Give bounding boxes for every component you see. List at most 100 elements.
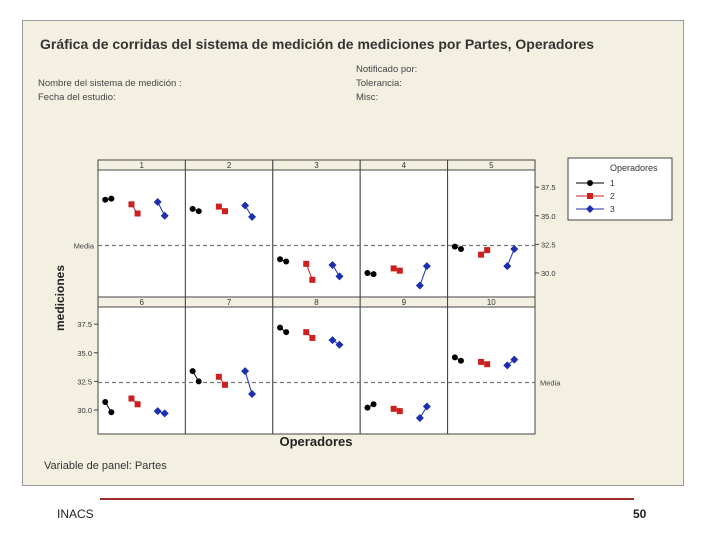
data-point	[390, 265, 397, 272]
data-point	[303, 260, 310, 267]
mean-label: Media	[540, 379, 561, 388]
y-tick-label: 35.0	[541, 212, 556, 221]
data-point	[586, 205, 594, 213]
data-point	[335, 272, 344, 281]
panel-plot-area	[359, 306, 449, 435]
data-point	[283, 329, 290, 336]
data-point	[328, 260, 337, 269]
data-point	[108, 195, 115, 202]
series-line	[506, 248, 515, 267]
data-point	[457, 245, 464, 252]
y-tick-label: 37.5	[541, 183, 556, 192]
data-point	[241, 367, 250, 376]
data-point	[195, 378, 202, 385]
data-point	[484, 247, 491, 254]
panel-label: 9	[402, 298, 407, 307]
data-point	[215, 373, 222, 380]
data-point	[128, 201, 135, 208]
y-tick-label: 35.0	[77, 349, 92, 358]
data-point	[160, 211, 169, 220]
data-point	[370, 271, 377, 278]
data-point	[128, 395, 135, 402]
panel-plot-area	[447, 306, 536, 435]
legend-title: Operadores	[610, 163, 658, 173]
legend-entry: 2	[610, 191, 615, 201]
study-date-label: Fecha del estudio:	[38, 92, 116, 103]
y-tick-label: 30.0	[541, 269, 556, 278]
panel-plot-area	[272, 306, 361, 435]
legend-box	[567, 157, 673, 221]
panel-plot-area	[97, 169, 186, 298]
data-point	[134, 401, 141, 408]
data-point	[510, 244, 519, 253]
data-point	[478, 358, 485, 365]
data-point	[328, 336, 337, 345]
data-point	[215, 203, 222, 210]
measurement-system-name-label: Nombre del sistema de medición :	[38, 78, 182, 89]
page-number: 50	[633, 507, 647, 521]
tolerance-label: Tolerancia:	[356, 78, 402, 89]
data-point	[189, 205, 196, 212]
data-point	[153, 407, 162, 416]
data-point	[195, 208, 202, 215]
data-point	[277, 256, 284, 263]
y-tick-label: 37.5	[77, 320, 92, 329]
panel-label: 1	[139, 161, 144, 170]
reported-by-label: Notificado por:	[356, 64, 418, 75]
data-point	[335, 340, 344, 349]
data-point	[364, 269, 371, 276]
panel-plot-area	[359, 169, 449, 298]
panel-label: 10	[487, 298, 496, 307]
data-point	[503, 361, 512, 370]
misc-label: Misc:	[356, 92, 379, 103]
data-point	[108, 409, 115, 416]
panel-plot-area	[184, 306, 274, 435]
data-point	[503, 262, 512, 271]
data-point	[457, 357, 464, 364]
data-point	[248, 212, 257, 221]
panel-label: 3	[314, 161, 319, 170]
panel-label: 8	[314, 298, 319, 307]
data-point	[309, 334, 316, 341]
series-line	[419, 265, 428, 286]
panel-variable-label: Variable de panel: Partes	[44, 460, 167, 472]
data-point	[587, 193, 593, 199]
data-point	[510, 355, 519, 364]
data-point	[102, 398, 109, 405]
data-point	[221, 208, 228, 215]
data-point	[189, 368, 196, 375]
data-point	[396, 408, 403, 415]
panel-label: 6	[139, 298, 144, 307]
data-point	[422, 402, 431, 411]
legend-entry: 3	[610, 204, 615, 214]
mean-label: Media	[74, 242, 95, 251]
data-point	[370, 401, 377, 408]
data-point	[283, 258, 290, 265]
chart-title: Gráfica de corridas del sistema de medic…	[40, 36, 594, 52]
y-axis-title: mediciones	[53, 265, 67, 331]
data-point	[241, 201, 250, 210]
data-point	[587, 180, 593, 186]
data-point	[478, 251, 485, 258]
panel-plot-area	[272, 169, 361, 298]
data-point	[415, 413, 424, 422]
data-point	[390, 405, 397, 412]
data-point	[484, 361, 491, 368]
data-point	[102, 196, 109, 203]
data-point	[303, 329, 310, 336]
data-point	[396, 267, 403, 274]
data-point	[422, 262, 431, 271]
data-point	[451, 243, 458, 250]
panel-label: 4	[402, 161, 407, 170]
footer-organization: INACS	[57, 507, 94, 521]
legend-entry: 1	[610, 178, 615, 188]
x-axis-title: Operadores	[280, 434, 353, 449]
y-tick-label: 30.0	[77, 406, 92, 415]
data-point	[221, 381, 228, 388]
series-line	[244, 370, 253, 395]
data-point	[134, 210, 141, 217]
panel-label: 7	[227, 298, 232, 307]
footer-divider	[100, 498, 634, 500]
data-point	[309, 276, 316, 283]
